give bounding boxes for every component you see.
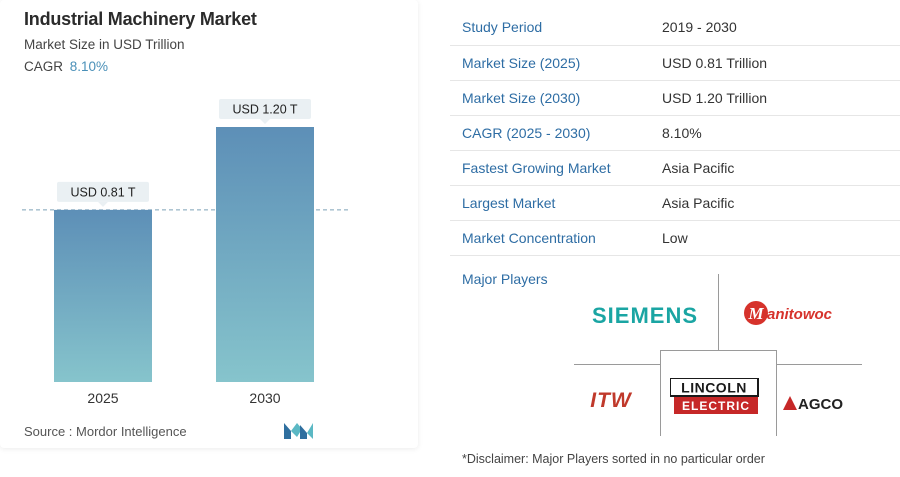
stats-value: 2019 - 2030 [662,10,900,46]
stats-value: 8.10% [662,115,900,151]
stats-key: Market Size (2030) [450,80,662,116]
grid-divider [574,364,660,365]
svg-text:AGCO: AGCO [798,396,843,413]
manitowoc-wordmark: anitowoc [767,306,833,323]
stats-row: Market Size (2030) USD 1.20 Trillion [450,80,900,116]
stats-row: Fastest Growing Market Asia Pacific [450,150,900,186]
svg-text:M: M [747,304,764,323]
manitowoc-logo-icon: M anitowoc [744,301,833,325]
grid-divider [660,350,777,351]
manitowoc-logo: M anitowoc [740,296,850,330]
data-label-bg [57,181,149,202]
stats-panel: Study Period 2019 - 2030 Market Size (2025… [450,10,900,256]
stats-value: Asia Pacific [662,150,900,186]
siemens-logo: SIEMENS [591,303,699,328]
agco-logo: AGCO [781,390,853,414]
stats-key: Market Size (2025) [450,45,662,81]
stats-row: CAGR (2025 - 2030) 8.10% [450,115,900,151]
bar [216,127,314,382]
stats-value: Low [662,220,900,256]
itw-logo: ITW [590,389,632,412]
grid-divider [718,274,719,350]
major-players-label: Major Players [462,271,548,287]
chart-subtitle: Market Size in USD Trillion [24,37,185,52]
stats-key: Largest Market [450,185,662,221]
stats-row: Largest Market Asia Pacific [450,185,900,221]
bar-chart: USD 0.81 T 2025 USD 1.20 T 2030 [22,99,348,406]
data-label: USD 0.81 T [70,185,135,199]
stats-table: Study Period 2019 - 2030 Market Size (2025… [450,10,900,256]
grid-divider [776,350,777,436]
stats-row: Study Period 2019 - 2030 [450,10,900,46]
chart-title: Industrial Machinery Market [24,9,257,29]
source-text: Source : Mordor Intelligence [24,424,187,439]
stats-key: Market Concentration [450,220,662,256]
lincoln-electric-logo-icon: LINCOLN ELECTRIC [670,378,759,414]
stats-row: Market Size (2025) USD 0.81 Trillion [450,45,900,81]
lincoln-electric-logo: LINCOLN ELECTRIC [670,378,764,416]
cagr-value: 8.10% [69,59,109,74]
disclaimer-text: *Disclaimer: Major Players sorted in no … [462,452,765,466]
bar [54,209,152,382]
data-label-pointer [98,201,108,207]
mordor-logo-icon [284,423,313,439]
svg-text:LINCOLN: LINCOLN [681,380,747,396]
stats-value: USD 1.20 Trillion [662,80,900,116]
stats-key: CAGR (2025 - 2030) [450,115,662,151]
stats-value: USD 0.81 Trillion [662,45,900,81]
svg-text:ELECTRIC: ELECTRIC [682,399,750,413]
data-label: USD 1.20 T [232,103,297,117]
cagr-label: CAGR [24,59,64,74]
grid-divider [776,364,862,365]
stats-row: Market Concentration Low [450,220,900,256]
agco-logo-icon: AGCO [783,396,843,413]
data-label-bg [219,99,311,119]
x-tick-label: 2030 [249,390,280,406]
stats-key: Study Period [450,10,662,46]
chart-card: Industrial Machinery Market Market Size … [0,0,418,448]
data-label-pointer [260,119,270,124]
stats-key: Fastest Growing Market [450,150,662,186]
major-players-grid: SIEMENS M anitowoc ITW LINCOLN ELECTRIC … [570,270,890,440]
x-tick-label: 2025 [87,390,118,406]
grid-divider [660,350,661,436]
cagr-line: CAGR 8.10% [24,59,108,74]
stats-value: Asia Pacific [662,185,900,221]
